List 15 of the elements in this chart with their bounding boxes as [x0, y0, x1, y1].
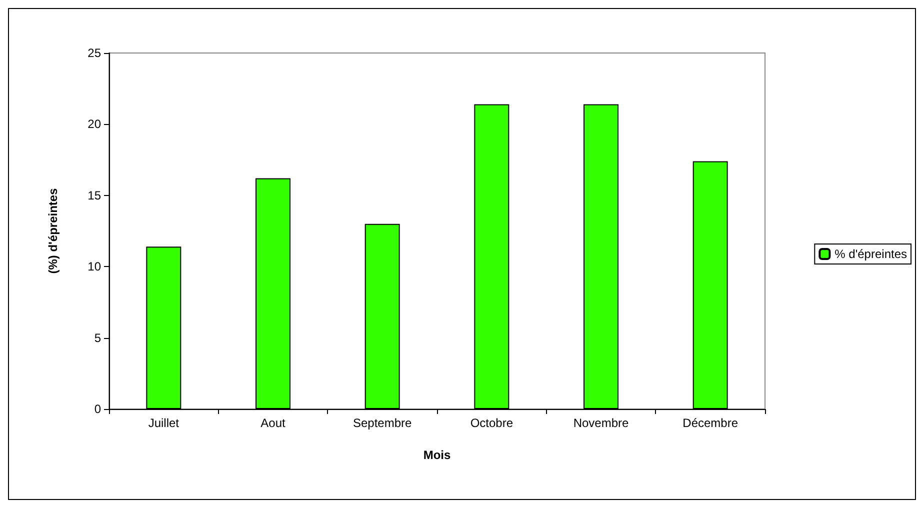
- x-tick-label: Octobre: [470, 416, 514, 430]
- x-axis-title: Mois: [423, 448, 451, 462]
- y-tick-label: 0: [94, 402, 102, 416]
- x-tick-label: Juillet: [148, 416, 180, 430]
- y-tick-label: 10: [88, 260, 102, 274]
- y-tick-label: 20: [88, 117, 102, 132]
- x-tick-label: Aout: [260, 416, 286, 430]
- x-tick-label: Décembre: [682, 416, 738, 430]
- x-tick-label: Novembre: [573, 416, 629, 430]
- y-tick-label: 15: [88, 188, 102, 202]
- legend-label: % d'épreintes: [834, 247, 908, 261]
- x-tick-label: Septembre: [352, 416, 412, 430]
- y-axis-title: (%) d'épreintes: [46, 188, 60, 274]
- y-tick-label: 25: [88, 46, 102, 60]
- y-tick-label: 5: [94, 330, 102, 345]
